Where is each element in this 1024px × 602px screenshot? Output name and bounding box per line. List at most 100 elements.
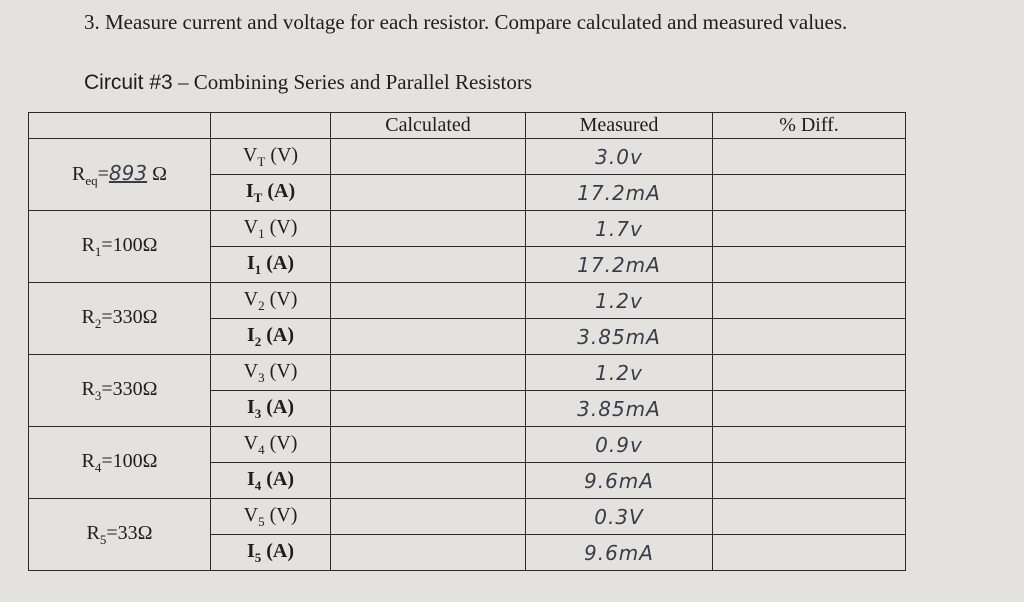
- quantity-symbol: V: [243, 215, 259, 238]
- equals: =: [97, 162, 109, 185]
- quantity-subscript: 3: [258, 369, 265, 385]
- resistor-symbol: R: [81, 305, 95, 328]
- diff-cell: [712, 354, 906, 391]
- diff-cell: [712, 534, 906, 571]
- resistor-symbol: R: [81, 233, 95, 256]
- quantity-subscript: 3: [254, 405, 262, 421]
- table-row: R2=330Ω V2 (V) 1.2v: [28, 282, 906, 355]
- calculated-cell: [330, 318, 526, 355]
- resistor-subscript: 5: [99, 531, 107, 547]
- equals: =: [106, 521, 118, 544]
- table-row: IT (A) 17.2mA: [29, 174, 906, 211]
- resistor-symbol: R: [81, 449, 95, 472]
- equals: =: [101, 449, 113, 472]
- quantity-unit: (V): [269, 359, 298, 382]
- quantity-subscript: 4: [258, 441, 265, 457]
- diff-cell: [712, 138, 906, 175]
- header-cell: % Diff.: [712, 112, 906, 139]
- instruction: 3. Measure current and voltage for each …: [84, 10, 848, 34]
- measured-cell: 3.0v: [525, 138, 713, 175]
- measured-cell: 17.2mA: [525, 246, 713, 283]
- circuit-description: – Combining Series and Parallel Resistor…: [177, 70, 532, 94]
- quantity-unit: (A): [266, 323, 295, 346]
- resistor-unit: Ω: [142, 377, 158, 400]
- quantity-subscript: 5: [258, 513, 265, 529]
- quantity-subscript: 1: [258, 225, 265, 241]
- diff-cell: [712, 246, 906, 283]
- measured-cell: 0.9v: [525, 426, 713, 463]
- quantity-unit: (V): [270, 143, 299, 166]
- quantity-subscript: 5: [254, 549, 262, 565]
- header-cell: Calculated: [330, 112, 526, 139]
- quantity-symbol: I: [246, 539, 255, 562]
- resistor-value: 330: [112, 305, 143, 328]
- resistor-symbol: R: [86, 521, 100, 544]
- diff-cell: [712, 210, 906, 247]
- resistor-unit: Ω: [137, 521, 153, 544]
- diff-cell: [712, 462, 906, 499]
- table-row: R1=100Ω V1 (V) 1.7v: [28, 210, 906, 283]
- results-table: Calculated Measured % Diff. Req=893 Ω VT …: [28, 112, 906, 571]
- measured-cell: 17.2mA: [525, 174, 713, 211]
- measured-cell: 1.2v: [525, 282, 713, 319]
- resistor-subscript: 3: [94, 387, 102, 403]
- quantity-symbol: V: [243, 359, 259, 382]
- quantity-cell: IT (A): [210, 174, 331, 211]
- quantity-unit: (A): [266, 539, 295, 562]
- header-row: Calculated Measured % Diff.: [28, 112, 906, 139]
- resistor-subscript: eq: [85, 172, 98, 188]
- resistor-value: 100: [112, 449, 143, 472]
- resistor-value: 100: [112, 233, 143, 256]
- calculated-cell: [330, 462, 526, 499]
- diff-cell: [712, 498, 906, 535]
- resistor-symbol: R: [81, 377, 95, 400]
- measured-cell: 1.2v: [525, 354, 713, 391]
- resistor-unit: Ω: [152, 162, 167, 185]
- calculated-cell: [330, 390, 526, 427]
- quantity-cell: V4 (V): [210, 426, 331, 463]
- measured-cell: 9.6mA: [525, 534, 713, 571]
- quantity-cell: I4 (A): [210, 462, 331, 499]
- quantity-symbol: I: [246, 251, 255, 274]
- measured-cell: 0.3V: [525, 498, 713, 535]
- header-cell: [210, 112, 331, 139]
- resistor-unit: Ω: [142, 449, 158, 472]
- resistor-value: 893: [108, 160, 148, 185]
- calculated-cell: [330, 138, 526, 175]
- diff-cell: [712, 390, 906, 427]
- resistor-subscript: 4: [94, 459, 102, 475]
- equals: =: [101, 233, 113, 256]
- resistor-symbol: R: [72, 162, 86, 185]
- resistor-cell: R1=100Ω: [28, 210, 211, 283]
- quantity-subscript: T: [257, 153, 266, 169]
- resistor-cell: R4=100Ω: [28, 426, 211, 499]
- circuit-number: Circuit #3: [84, 71, 173, 94]
- quantity-subscript: T: [253, 189, 263, 205]
- quantity-symbol: V: [242, 143, 258, 166]
- quantity-symbol: I: [246, 323, 255, 346]
- quantity-cell: I2 (A): [210, 318, 331, 355]
- diff-cell: [712, 174, 906, 211]
- measured-cell: 1.7v: [525, 210, 713, 247]
- resistor-value: 330: [112, 377, 143, 400]
- quantity-subscript: 4: [254, 477, 262, 493]
- calculated-cell: [330, 282, 526, 319]
- header-cell: [28, 112, 211, 139]
- table-row: I4 (A) 9.6mA: [29, 462, 906, 499]
- quantity-symbol: I: [245, 179, 254, 202]
- quantity-cell: V2 (V): [210, 282, 331, 319]
- resistor-subscript: 1: [94, 243, 102, 259]
- calculated-cell: [330, 498, 526, 535]
- table-row: I3 (A) 3.85mA: [29, 390, 906, 427]
- quantity-cell: V5 (V): [210, 498, 331, 535]
- calculated-cell: [330, 534, 526, 571]
- equals: =: [101, 305, 113, 328]
- quantity-unit: (V): [269, 503, 298, 526]
- table-row: R3=330Ω V3 (V) 1.2v: [28, 354, 906, 427]
- table-row: R4=100Ω V4 (V) 0.9v: [28, 426, 906, 499]
- quantity-unit: (A): [266, 251, 295, 274]
- quantity-subscript: 2: [254, 333, 262, 349]
- quantity-cell: I3 (A): [210, 390, 331, 427]
- quantity-symbol: V: [243, 431, 259, 454]
- resistor-cell: R2=330Ω: [28, 282, 211, 355]
